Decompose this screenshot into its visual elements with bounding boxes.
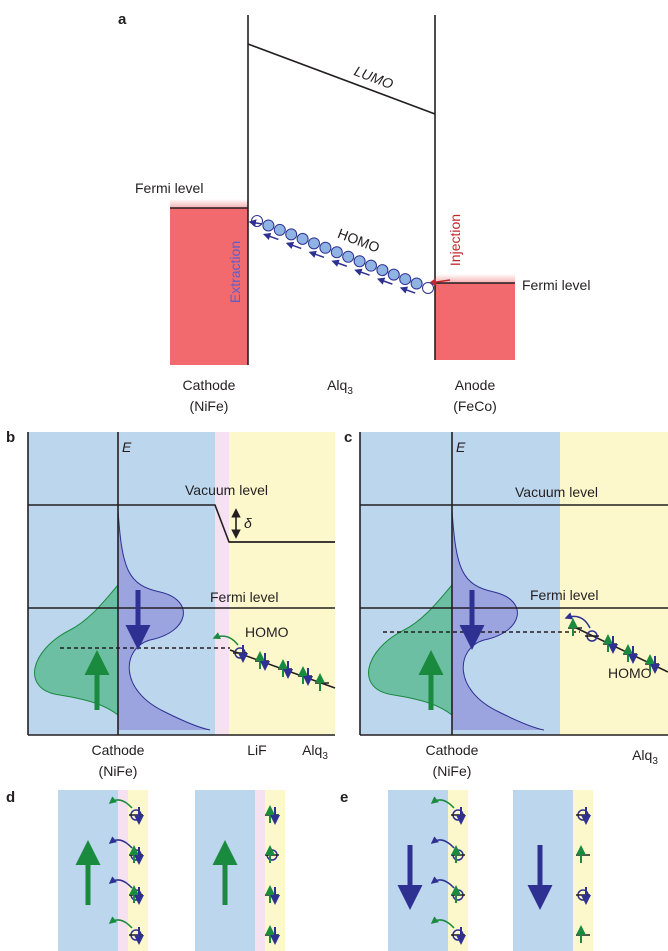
homo-label: HOMO bbox=[245, 624, 289, 640]
extraction-label: Extraction bbox=[227, 241, 243, 303]
panel-label: c bbox=[344, 429, 352, 446]
metal bbox=[388, 790, 448, 951]
panel-d: d bbox=[6, 789, 285, 951]
panel-label: e bbox=[340, 789, 348, 806]
homo-site bbox=[286, 229, 297, 240]
homo-site bbox=[423, 283, 434, 294]
panel-label: a bbox=[118, 11, 127, 28]
fermi-label: Fermi level bbox=[135, 180, 203, 196]
anode-label: Anode bbox=[455, 377, 496, 393]
hop-arrow bbox=[287, 243, 301, 248]
axis-label: E bbox=[122, 439, 132, 455]
panel-e: e bbox=[340, 789, 593, 951]
hop-arrow bbox=[310, 252, 324, 257]
anode-block bbox=[435, 283, 515, 360]
lif-label: LiF bbox=[247, 742, 266, 758]
axis-label: E bbox=[456, 439, 466, 455]
subscript: 3 bbox=[322, 751, 328, 762]
vacuum-label: Vacuum level bbox=[515, 484, 598, 500]
cathode-label: (NiFe) bbox=[433, 763, 472, 779]
delta-label: δ bbox=[244, 515, 252, 531]
homo-site bbox=[388, 269, 399, 280]
homo-site bbox=[297, 233, 308, 244]
fermi-label: Fermi level bbox=[522, 277, 590, 293]
panel-label: b bbox=[6, 429, 15, 446]
hop-arrow bbox=[401, 288, 415, 293]
lif bbox=[255, 790, 265, 951]
organic-label: Alq3 bbox=[632, 747, 658, 767]
homo-site bbox=[411, 278, 422, 289]
hop-arrow bbox=[378, 279, 392, 284]
organic bbox=[448, 790, 468, 951]
homo-site bbox=[354, 256, 365, 267]
name: Alq bbox=[632, 747, 652, 763]
homo-site bbox=[274, 224, 285, 235]
homo-site bbox=[309, 238, 320, 249]
lif bbox=[118, 790, 128, 951]
fermi-label: Fermi level bbox=[210, 589, 278, 605]
homo-site bbox=[252, 216, 263, 227]
homo-site bbox=[377, 265, 388, 276]
figure: a LUMO HOMO Fermi level Fermi level Extr… bbox=[0, 0, 668, 951]
cathode-label: (NiFe) bbox=[99, 763, 138, 779]
organic-label: Alq3 bbox=[302, 742, 328, 762]
panel-label: d bbox=[6, 789, 15, 806]
vacuum-label: Vacuum level bbox=[185, 482, 268, 498]
injection-label: Injection bbox=[447, 214, 463, 266]
panel-c: c E Vacuum level Fermi level HOMO Cathod… bbox=[344, 429, 668, 779]
organic bbox=[560, 432, 668, 735]
metal bbox=[513, 790, 573, 951]
homo-site bbox=[400, 274, 411, 285]
homo-site bbox=[366, 260, 377, 271]
name: Alq bbox=[302, 742, 322, 758]
panel-b: b E Vacuum level δ Fermi level HOMO Cath… bbox=[6, 429, 335, 779]
hop-arrow bbox=[333, 261, 347, 266]
lumo-line bbox=[248, 44, 435, 114]
cathode-label: Cathode bbox=[183, 377, 236, 393]
homo-site bbox=[343, 251, 354, 262]
homo-site bbox=[263, 220, 274, 231]
fermi-label: Fermi level bbox=[530, 587, 598, 603]
name: Alq bbox=[327, 377, 347, 393]
subscript: 3 bbox=[652, 756, 658, 767]
homo-site bbox=[331, 247, 342, 258]
homo-site bbox=[320, 242, 331, 253]
organic-label: Alq3 bbox=[327, 377, 353, 397]
lif bbox=[215, 432, 229, 735]
anode-label: (FeCo) bbox=[453, 398, 497, 414]
cathode-label: (NiFe) bbox=[190, 398, 229, 414]
hop-arrow bbox=[264, 234, 278, 239]
panel-a: a LUMO HOMO Fermi level Fermi level Extr… bbox=[118, 11, 590, 414]
homo-label: HOMO bbox=[608, 665, 652, 681]
cathode-label: Cathode bbox=[92, 742, 145, 758]
organic bbox=[573, 790, 593, 951]
lumo-label: LUMO bbox=[352, 63, 396, 92]
subscript: 3 bbox=[347, 386, 353, 397]
hop-arrow bbox=[356, 270, 370, 275]
cathode-label: Cathode bbox=[426, 742, 479, 758]
